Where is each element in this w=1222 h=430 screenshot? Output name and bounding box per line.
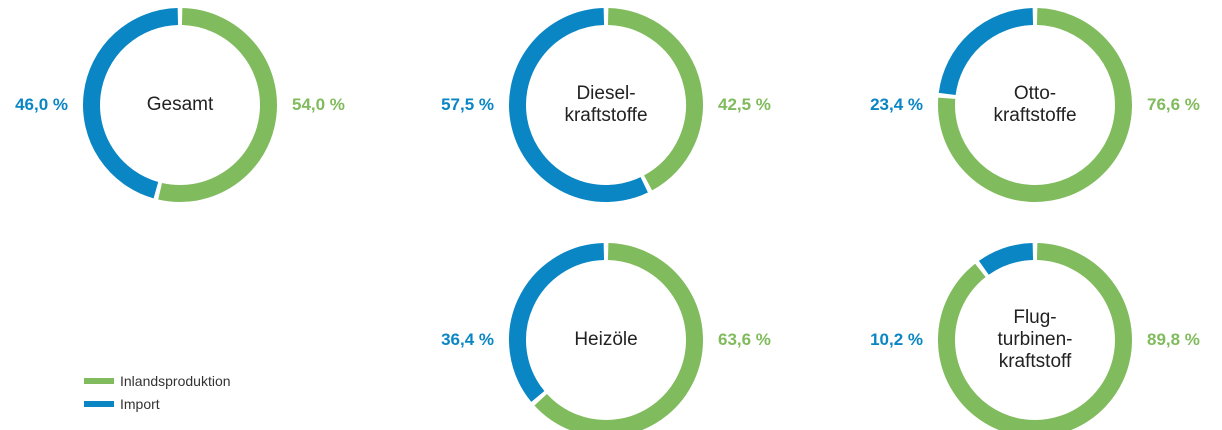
value-label: 57,5 % [441, 95, 494, 114]
donut-segment [83, 8, 179, 199]
donut-center-label: Gesamt [146, 94, 214, 115]
donut-segment [938, 8, 1132, 202]
legend-label: Import [120, 396, 160, 412]
donut-center-label: Flug- turbinen- kraftstoff [997, 307, 1073, 372]
value-label: 63,6 % [718, 330, 771, 349]
value-label: 36,4 % [441, 330, 494, 349]
donut-segment [938, 8, 1034, 96]
donut-segment [509, 243, 605, 402]
legend-label: Inlandsproduktion [120, 373, 231, 389]
donut-segment [509, 8, 648, 202]
donut-segment [607, 8, 703, 191]
value-label: 76,6 % [1147, 95, 1200, 114]
value-label: 54,0 % [292, 95, 345, 114]
donut-center-label: Diesel- kraftstoffe [564, 83, 648, 126]
value-label: 10,2 % [870, 330, 923, 349]
value-label: 42,5 % [718, 95, 771, 114]
donut-segment [158, 8, 277, 202]
donut-center-label: Otto- kraftstoffe [993, 83, 1077, 126]
value-label: 89,8 % [1147, 330, 1200, 349]
donut-segment [938, 243, 1132, 430]
value-label: 23,4 % [870, 95, 923, 114]
value-label: 46,0 % [15, 95, 68, 114]
donut-segment [978, 243, 1034, 275]
donut-segment [534, 243, 703, 430]
donut-center-label: Heizöle [574, 329, 638, 350]
